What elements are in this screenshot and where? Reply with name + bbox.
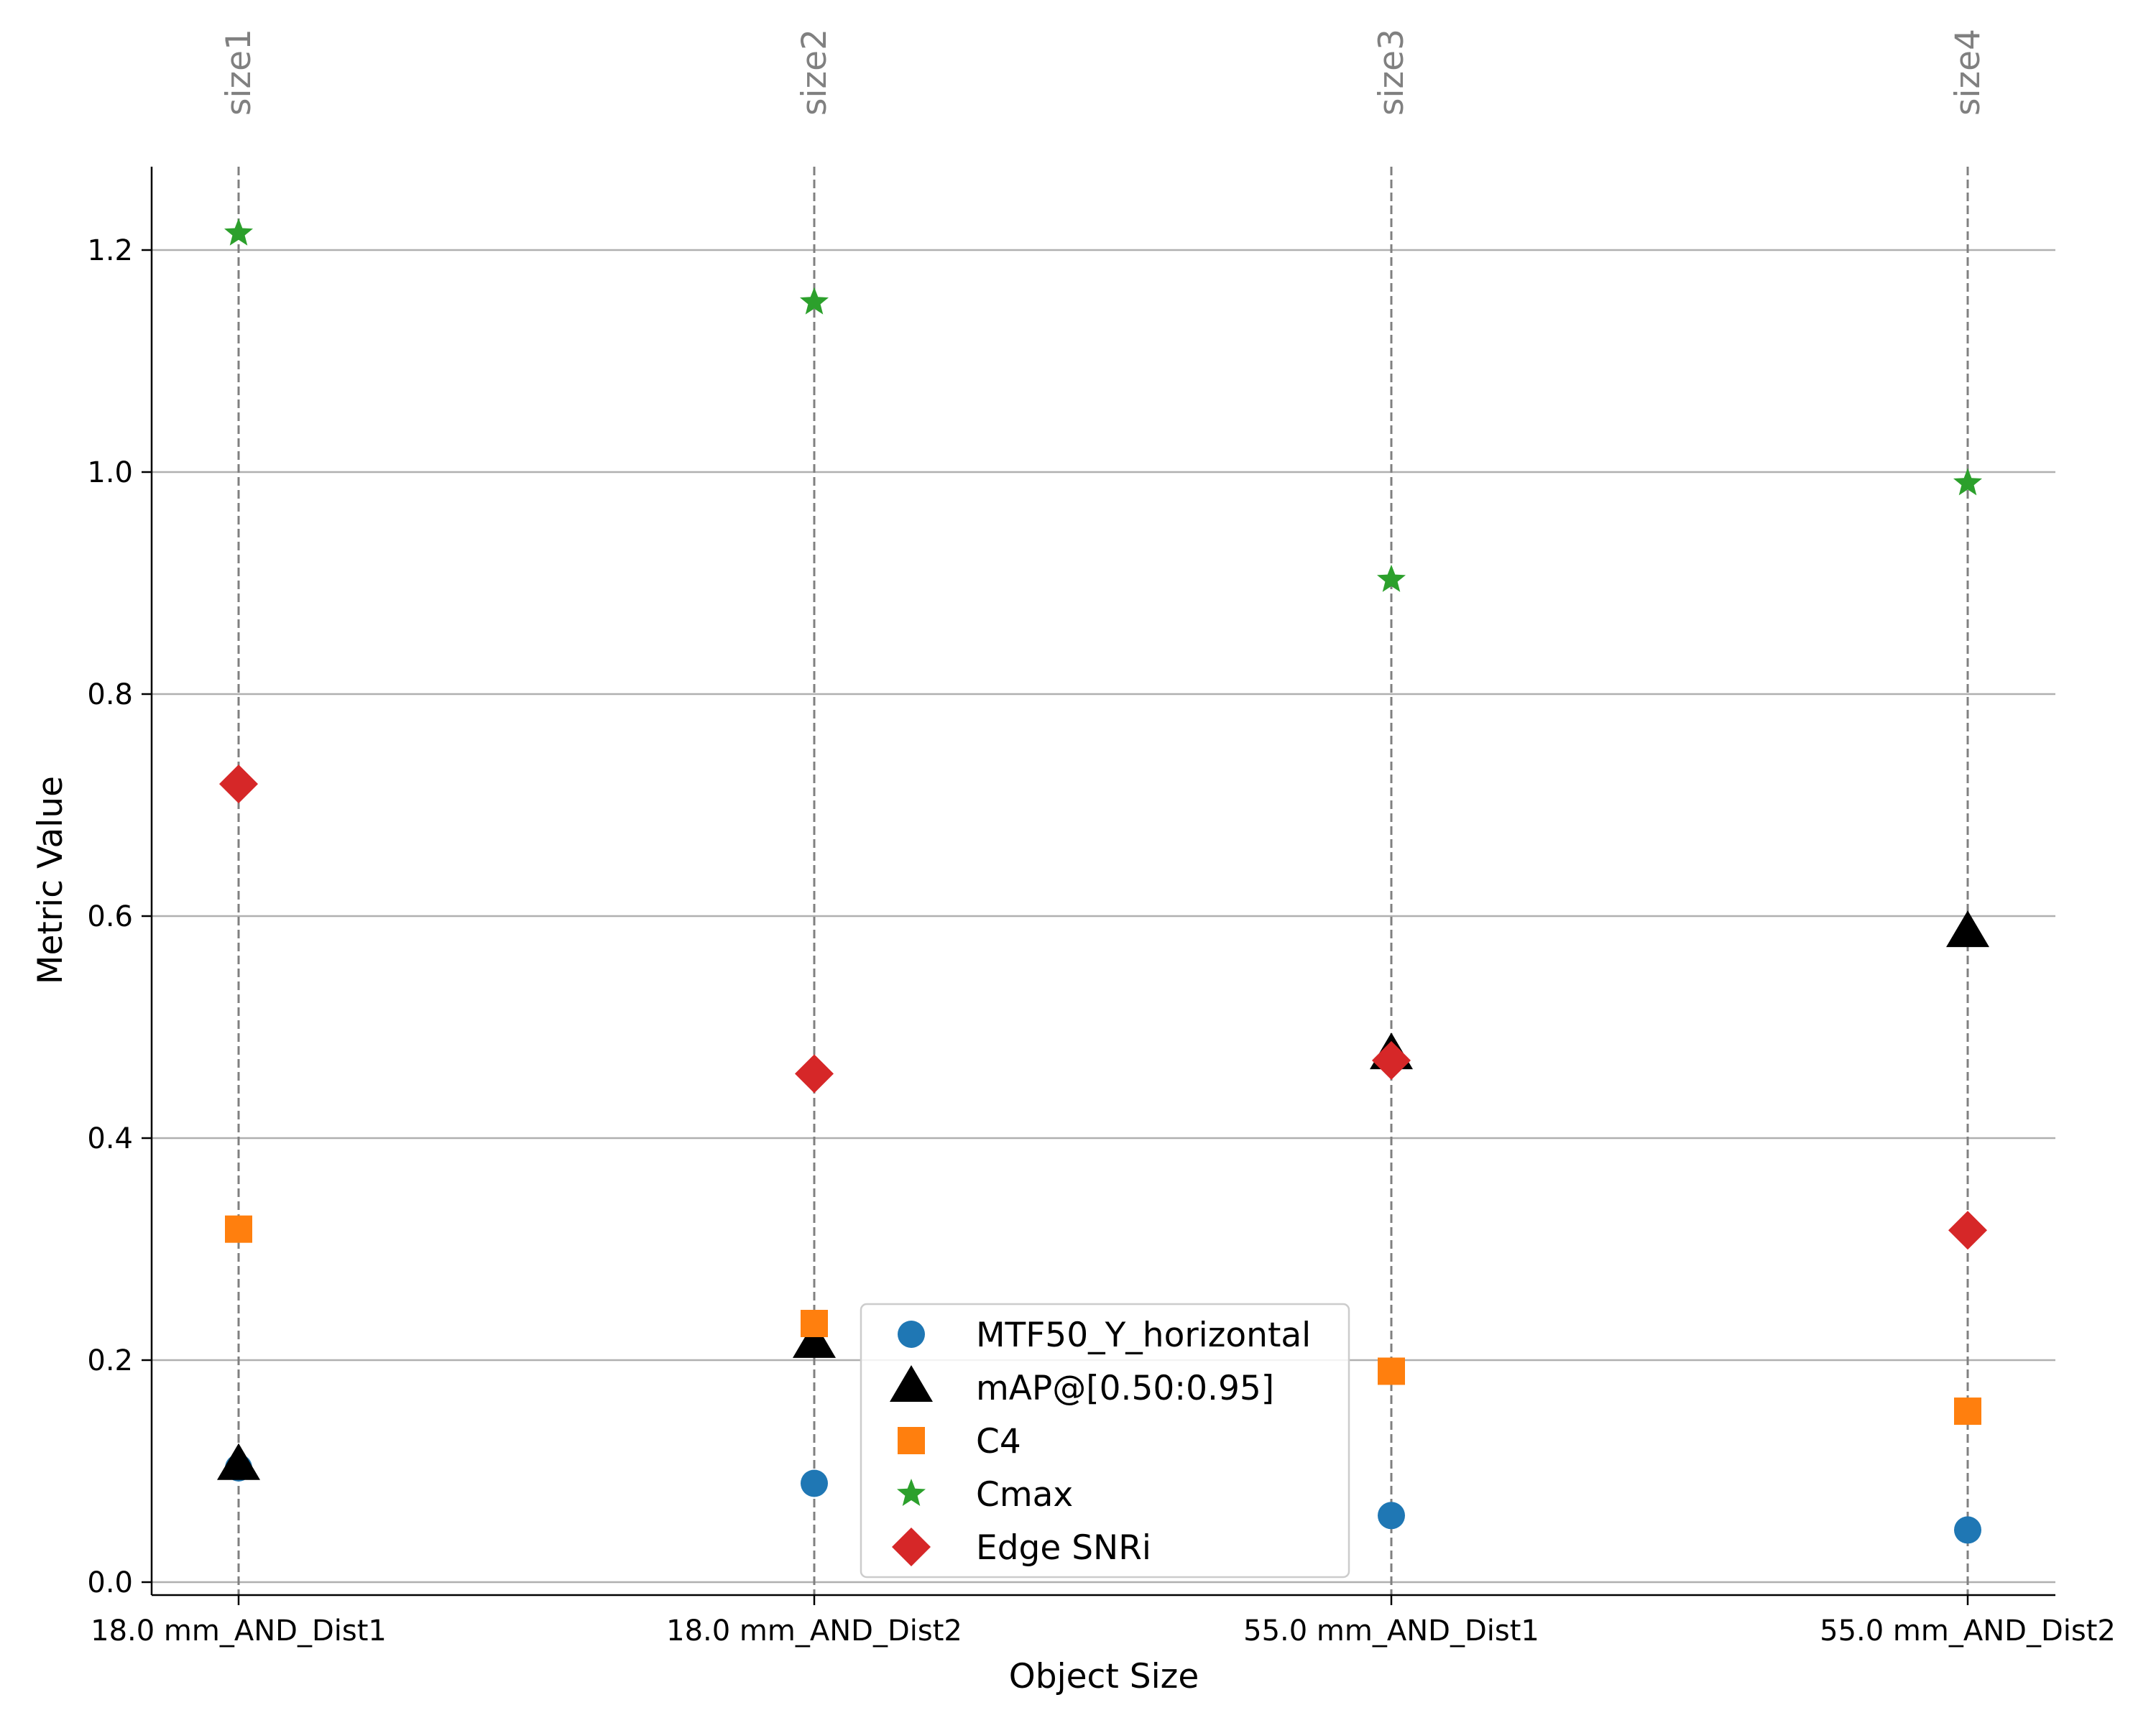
legend-marker-star xyxy=(897,1479,926,1506)
point-triangle xyxy=(1946,910,1989,948)
legend-label: mAP@[0.50:0.95] xyxy=(976,1369,1274,1408)
y-tick-label: 0.0 xyxy=(87,1566,133,1599)
legend-label: Cmax xyxy=(976,1475,1073,1515)
legend-marker-circle xyxy=(898,1321,925,1348)
legend-label: MTF50_Y_horizontal xyxy=(976,1316,1311,1355)
y-axis-title: Metric Value xyxy=(31,776,70,984)
top-size-label: size4 xyxy=(1948,29,1988,116)
legend-marker-diamond xyxy=(892,1528,931,1566)
point-triangle xyxy=(793,1321,836,1358)
top-size-label: size2 xyxy=(795,29,834,116)
legend-marker-square xyxy=(898,1427,925,1454)
marks-layer xyxy=(217,218,1989,1544)
y-tick-label: 0.8 xyxy=(87,678,133,711)
point-star xyxy=(1953,468,1982,496)
legend-label: C4 xyxy=(976,1422,1021,1461)
point-diamond xyxy=(1372,1040,1411,1080)
legend: MTF50_Y_horizontal mAP@[0.50:0.95] C4 Cmax E… xyxy=(860,1303,1350,1579)
grid-layer xyxy=(152,249,2055,1584)
point-circle xyxy=(1378,1502,1405,1530)
top-size-label: size3 xyxy=(1372,29,1411,116)
point-circle xyxy=(801,1469,828,1497)
point-square xyxy=(1378,1357,1405,1385)
point-square xyxy=(225,1215,252,1243)
x-tick-label: 55.0 mm_AND_Dist2 xyxy=(1820,1614,2116,1648)
y-tick-label: 1.2 xyxy=(87,234,133,267)
point-star xyxy=(1377,564,1406,592)
point-triangle xyxy=(217,1443,260,1480)
x-tick-label: 18.0 mm_AND_Dist2 xyxy=(666,1614,962,1648)
y-tick-label: 0.2 xyxy=(87,1344,133,1377)
legend-label: Edge SNRi xyxy=(976,1528,1151,1568)
point-diamond xyxy=(1948,1211,1987,1250)
x-tick-label: 18.0 mm_AND_Dist1 xyxy=(91,1614,387,1648)
top-size-label: size1 xyxy=(219,29,259,116)
point-diamond xyxy=(795,1054,834,1094)
y-tick-label: 0.6 xyxy=(87,900,133,933)
x-tick-label: 55.0 mm_AND_Dist1 xyxy=(1243,1614,1539,1648)
point-circle xyxy=(1954,1516,1981,1544)
y-tick-label: 0.4 xyxy=(87,1122,133,1155)
legend-marker-triangle xyxy=(890,1365,933,1402)
x-axis-title: Object Size xyxy=(1009,1657,1199,1696)
point-diamond xyxy=(219,764,258,804)
legend-box xyxy=(860,1303,1350,1579)
axes-layer: 0.0 0.2 0.4 0.6 0.8 1.0 1.2 18.0 mm_AND_Dist1 si… xyxy=(87,29,2115,1648)
point-square xyxy=(801,1310,828,1338)
y-tick-label: 1.0 xyxy=(87,456,133,489)
point-star xyxy=(800,287,829,315)
point-star xyxy=(224,218,253,246)
point-square xyxy=(1954,1397,1981,1426)
